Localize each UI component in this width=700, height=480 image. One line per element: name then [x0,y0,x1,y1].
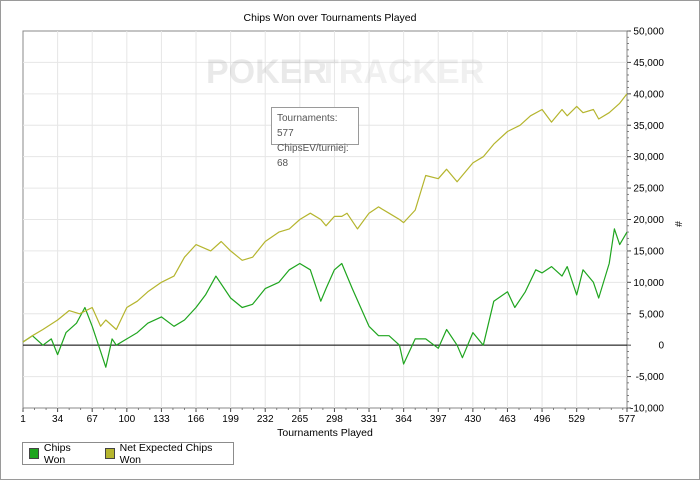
x-tick-label: 529 [568,414,585,425]
tooltip-tournaments: Tournaments: 577 [277,113,338,139]
chart-title: Chips Won over Tournaments Played [244,12,417,24]
y-tick-label: 0 [658,341,664,352]
x-tick-label: 1 [20,414,26,425]
y-tick-label: 50,000 [633,27,664,38]
y-tick-label: 5,000 [639,309,664,320]
y-tick-label: -10,000 [630,404,664,415]
x-axis-label: Tournaments Played [277,427,373,439]
x-tick-label: 364 [395,414,412,425]
x-tick-label: 100 [118,414,135,425]
x-tick-label: 397 [430,414,447,425]
watermark-tracker: TRACKER [318,53,484,91]
series-line-net-expected [22,93,628,343]
y-tick-label: 20,000 [633,215,664,226]
legend-label-net-expected: Net Expected Chips Won [119,441,213,466]
tooltip-chipsev: ChipsEV/turniej: 68 [277,143,349,169]
legend: Chips Won Net Expected Chips Won [22,441,234,466]
axis-ticks: -10,000 -5,000 0 5,000 10,000 15,000 20,000 25,… [20,27,664,426]
y-axis-label: # [672,221,684,227]
legend-item-net-expected: Net Expected Chips Won [104,441,223,466]
x-tick-label: 232 [257,414,274,425]
y-tick-label: 15,000 [633,246,664,257]
x-tick-label: 463 [499,414,516,425]
x-tick-label: 265 [291,414,308,425]
series-line-chips-won [22,228,628,368]
legend-item-chips-won: Chips Won [29,442,89,466]
y-tick-label: 30,000 [633,152,664,163]
y-tick-label: 25,000 [633,184,664,195]
stats-tooltip: Tournaments: 577 ChipsEV/turniej: 68 [271,107,359,169]
y-tick-label: 10,000 [633,278,664,289]
x-tick-label: 577 [619,414,636,425]
legend-label-chips-won: Chips Won [43,441,71,466]
legend-swatch-chips-won [29,448,39,459]
pokertracker-watermark: POKER TRACKER [206,53,484,91]
x-tick-label: 298 [326,414,343,425]
x-tick-label: 133 [153,414,170,425]
y-tick-label: 35,000 [633,121,664,132]
x-tick-label: 496 [534,414,551,425]
legend-swatch-net-expected [104,448,115,459]
y-tick-label: 45,000 [633,58,664,69]
y-tick-label: -5,000 [636,372,665,383]
x-tick-label: 430 [465,414,482,425]
x-tick-label: 34 [52,414,64,425]
watermark-poker: POKER [206,53,327,91]
x-tick-label: 199 [222,414,239,425]
grid [23,31,627,408]
y-tick-label: 40,000 [633,89,664,100]
x-tick-label: 67 [87,414,99,425]
x-tick-label: 331 [361,414,378,425]
x-tick-label: 166 [188,414,205,425]
series-layer [22,93,628,368]
